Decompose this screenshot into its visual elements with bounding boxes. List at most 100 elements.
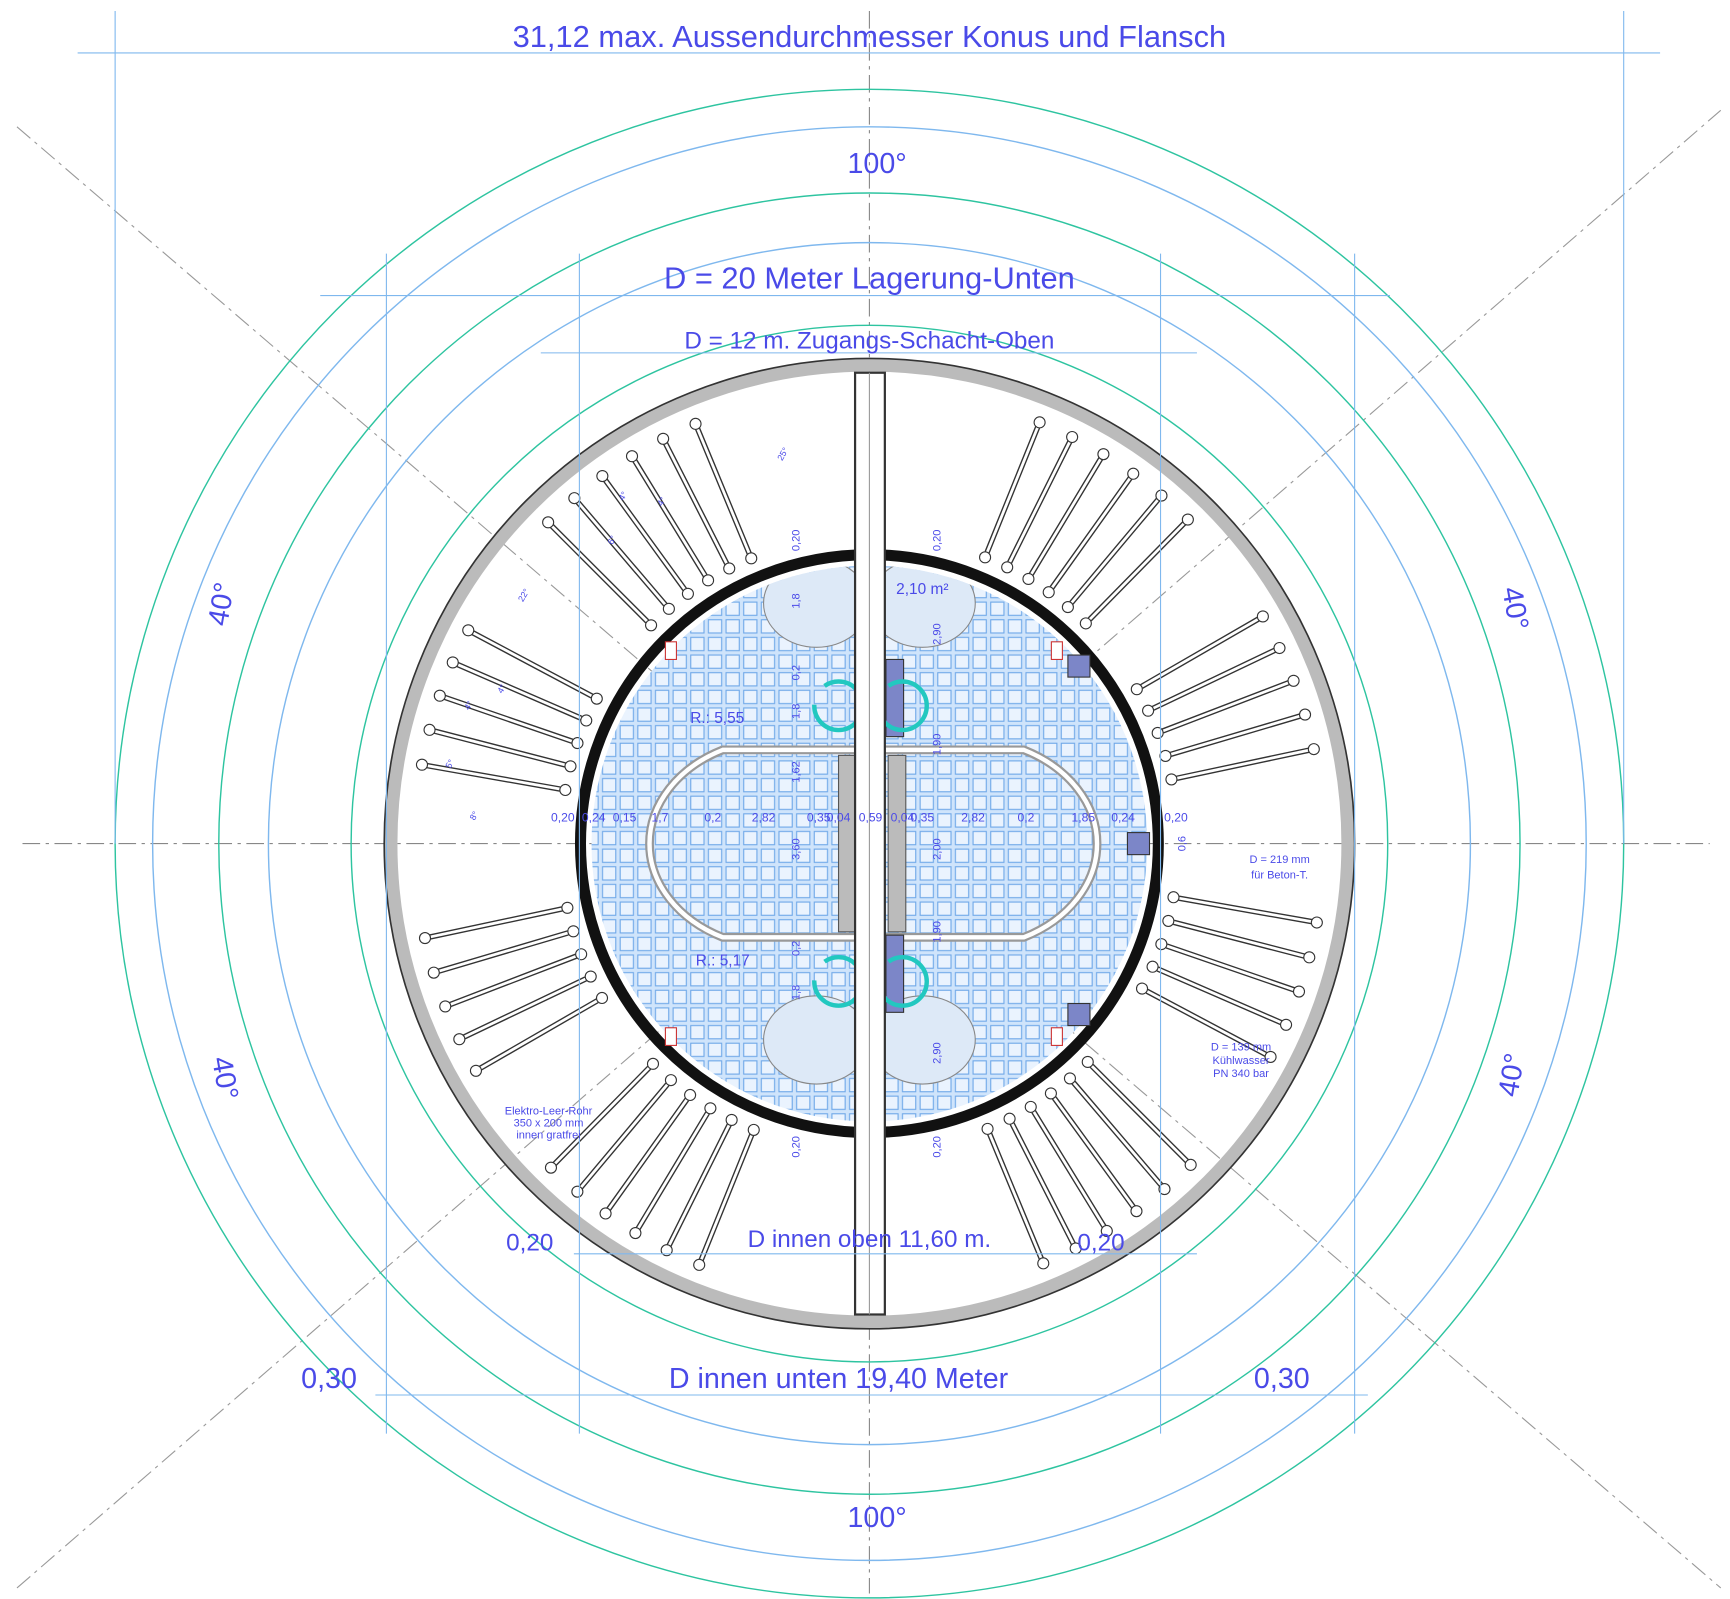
label: 1,90 [932,734,944,755]
tube-end [625,450,639,463]
conduit [664,641,677,661]
label: 0,6 [1177,836,1189,851]
tube-core [1090,1064,1192,1166]
box [1067,1002,1091,1027]
column [837,754,857,933]
label: 0,04 [891,810,915,824]
label: 0,35 [911,810,935,824]
label: 0,2 [704,810,721,824]
label: 0,59 [859,810,883,824]
tube-core [988,1133,1045,1264]
tube-end [542,516,555,529]
tube-end [1003,1112,1016,1125]
label: 0,2 [791,665,803,680]
tube-core [576,1083,669,1193]
tube-core [1032,1110,1108,1232]
tube-end [418,932,432,945]
label: 40° [1495,584,1534,632]
tube-end [1142,704,1155,717]
label: D = 139 mm [1211,1042,1271,1054]
tube-core [1166,944,1300,993]
tube-end [702,574,715,587]
label: 0,2 [1018,810,1035,824]
label: 40° [1493,1051,1532,1099]
label: 0,20 [791,530,803,551]
tube-end [1292,985,1306,998]
tube-end [1127,467,1140,480]
chamber-edge [647,747,1100,940]
tube-end [646,1057,660,1070]
tube-end [662,602,675,615]
tube-core [1152,646,1281,710]
tube-end [575,948,588,961]
box [1126,832,1151,856]
label: für Beton-T. [1251,869,1308,881]
tube-core [467,629,593,698]
tube-end [1081,1055,1094,1069]
label: 0,24 [1111,810,1135,824]
tube-core [661,438,728,565]
label: 3,60 [791,838,803,859]
label: 0,20 [1164,810,1188,824]
tube-end [1155,938,1168,951]
tube-end [559,783,572,797]
label: innen gratfrei [516,1130,580,1142]
conduit [664,1027,677,1046]
label: 22° [516,587,531,604]
tube-core [985,421,1041,553]
label: 0,20 [932,1136,944,1157]
tube-end [1155,489,1168,502]
tube-end [584,970,597,983]
tube-end [657,432,670,445]
label: 2,90 [932,1042,944,1063]
tube-end [453,1033,466,1046]
tube-end [693,1258,706,1271]
tube-end [571,1185,584,1198]
tube-end [1256,610,1269,623]
tube-end [567,925,580,938]
tube-core [1157,967,1287,1027]
label: 1,8 [791,704,803,719]
tube-core [1146,989,1272,1059]
label: 4° [655,495,668,507]
tube-end [595,991,609,1005]
tube-core [1070,494,1163,604]
label: D innen unten 19,40 Meter [669,1363,1009,1395]
conduit [1050,1027,1063,1046]
tube-core [573,497,667,606]
label: 1,85 [1072,810,1096,824]
label: 1,8 [791,985,803,1000]
tube-end [1165,773,1178,786]
tube-end [1037,1257,1050,1270]
tube-end [544,1161,558,1174]
tube-end [1033,416,1046,429]
tube-end [645,619,658,632]
tube-core [1008,436,1074,563]
tube-end [684,1088,697,1102]
tube-end [979,551,992,564]
outer-wall [384,358,1355,1329]
tube-end [1151,726,1164,740]
tube-end [1001,561,1014,574]
tube-end [439,1000,452,1013]
tube-core [630,455,707,577]
tube-end [1307,743,1320,756]
tube-end [1022,572,1035,586]
tube-end [1159,749,1172,762]
tube-core [1170,713,1306,756]
label: 2,82 [752,810,776,824]
label: 0,15 [613,810,637,824]
tube-core [458,977,587,1041]
tube-end [571,737,584,750]
label: 350 x 200 mm [514,1118,584,1130]
label: 0,04 [827,810,851,824]
tube-core [694,423,751,554]
tube-end [599,1207,612,1220]
label: 0,20 [506,1229,553,1256]
label: 0,30 [1254,1363,1310,1395]
tube-end [1162,914,1175,927]
label: R.: 5,17 [696,953,750,970]
tube-end [1273,641,1286,655]
tube-core [452,661,582,720]
label: 2,00 [932,838,944,859]
